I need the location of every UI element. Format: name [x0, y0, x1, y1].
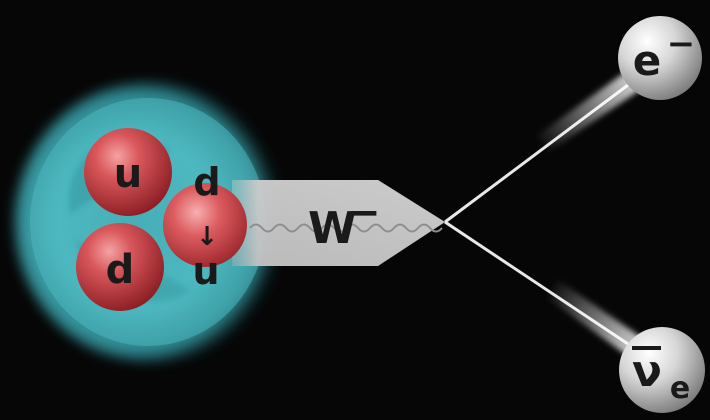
antineutrino-subscript: e — [670, 371, 690, 406]
antineutrino-label: ν — [632, 346, 662, 397]
transformation-arrow-icon: ↓ — [196, 222, 218, 252]
transforming-quark-to-label: u — [192, 249, 219, 293]
w-boson-wave — [249, 223, 443, 233]
quark-d-label: d — [106, 247, 135, 293]
electron-track — [444, 70, 640, 224]
w-boson-charge: − — [347, 190, 381, 236]
quark-u: u — [84, 128, 172, 216]
electron: e − — [618, 16, 702, 100]
transforming-quark: d ↓ u — [163, 160, 247, 293]
w-boson-label: W — [308, 203, 357, 254]
w-boson-band: W − — [232, 180, 445, 266]
antineutrino-track — [444, 220, 648, 362]
antineutrino: ν e — [619, 327, 705, 413]
electron-charge: − — [667, 24, 696, 64]
quark-u-label: u — [114, 151, 142, 197]
transforming-quark-from-label: d — [193, 160, 220, 204]
electron-label: e — [633, 36, 662, 85]
quark-d: d — [76, 223, 164, 311]
